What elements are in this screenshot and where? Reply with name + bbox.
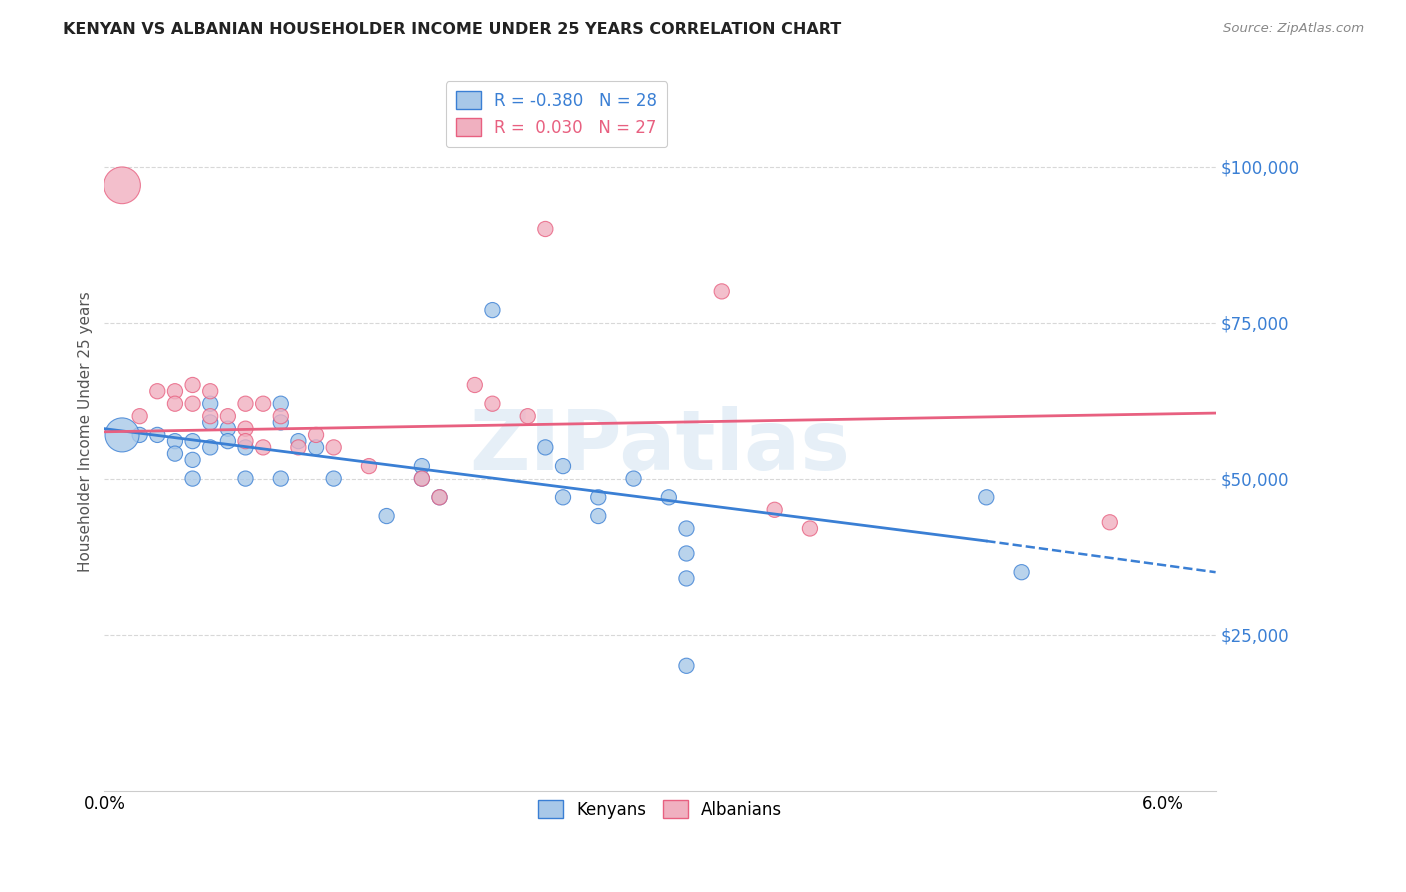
Point [534,441,557,455]
Text: KENYAN VS ALBANIAN HOUSEHOLDER INCOME UNDER 25 YEARS CORRELATION CHART: KENYAN VS ALBANIAN HOUSEHOLDER INCOME UN… [63,22,842,37]
Point [710,285,733,299]
Point [252,441,274,455]
Point [322,441,344,455]
Point [111,428,134,442]
Point [287,441,309,455]
Text: ZIPatlas: ZIPatlas [470,406,851,487]
Point [305,441,328,455]
Point [287,434,309,449]
Point [181,397,204,411]
Point [1098,516,1121,530]
Point [235,434,257,449]
Point [200,441,222,455]
Point [200,409,222,424]
Point [675,546,697,560]
Point [146,384,169,399]
Point [464,378,486,392]
Point [200,397,222,411]
Point [163,434,186,449]
Point [163,384,186,399]
Point [411,472,433,486]
Point [270,416,292,430]
Legend: Kenyans, Albanians: Kenyans, Albanians [531,793,789,825]
Point [128,428,150,442]
Point [675,658,697,673]
Point [1011,565,1033,579]
Point [429,491,451,505]
Point [658,491,681,505]
Point [675,522,697,536]
Point [411,459,433,474]
Point [235,397,257,411]
Point [270,472,292,486]
Point [305,428,328,442]
Point [181,378,204,392]
Point [357,459,380,474]
Point [217,409,239,424]
Point [235,472,257,486]
Point [217,434,239,449]
Point [217,422,239,436]
Point [534,222,557,236]
Point [429,491,451,505]
Point [516,409,538,424]
Point [976,491,998,505]
Point [163,447,186,461]
Point [200,416,222,430]
Point [270,397,292,411]
Point [270,409,292,424]
Point [252,397,274,411]
Point [128,409,150,424]
Point [163,397,186,411]
Point [181,472,204,486]
Point [181,453,204,467]
Point [181,434,204,449]
Point [763,503,786,517]
Point [588,509,610,524]
Point [675,571,697,585]
Point [623,472,645,486]
Point [551,459,574,474]
Point [481,397,503,411]
Point [481,303,503,318]
Point [235,441,257,455]
Point [146,428,169,442]
Point [200,384,222,399]
Point [551,491,574,505]
Point [588,491,610,505]
Point [375,509,398,524]
Point [235,422,257,436]
Point [322,472,344,486]
Point [799,522,821,536]
Y-axis label: Householder Income Under 25 years: Householder Income Under 25 years [79,292,93,572]
Point [411,472,433,486]
Text: Source: ZipAtlas.com: Source: ZipAtlas.com [1223,22,1364,36]
Point [111,178,134,193]
